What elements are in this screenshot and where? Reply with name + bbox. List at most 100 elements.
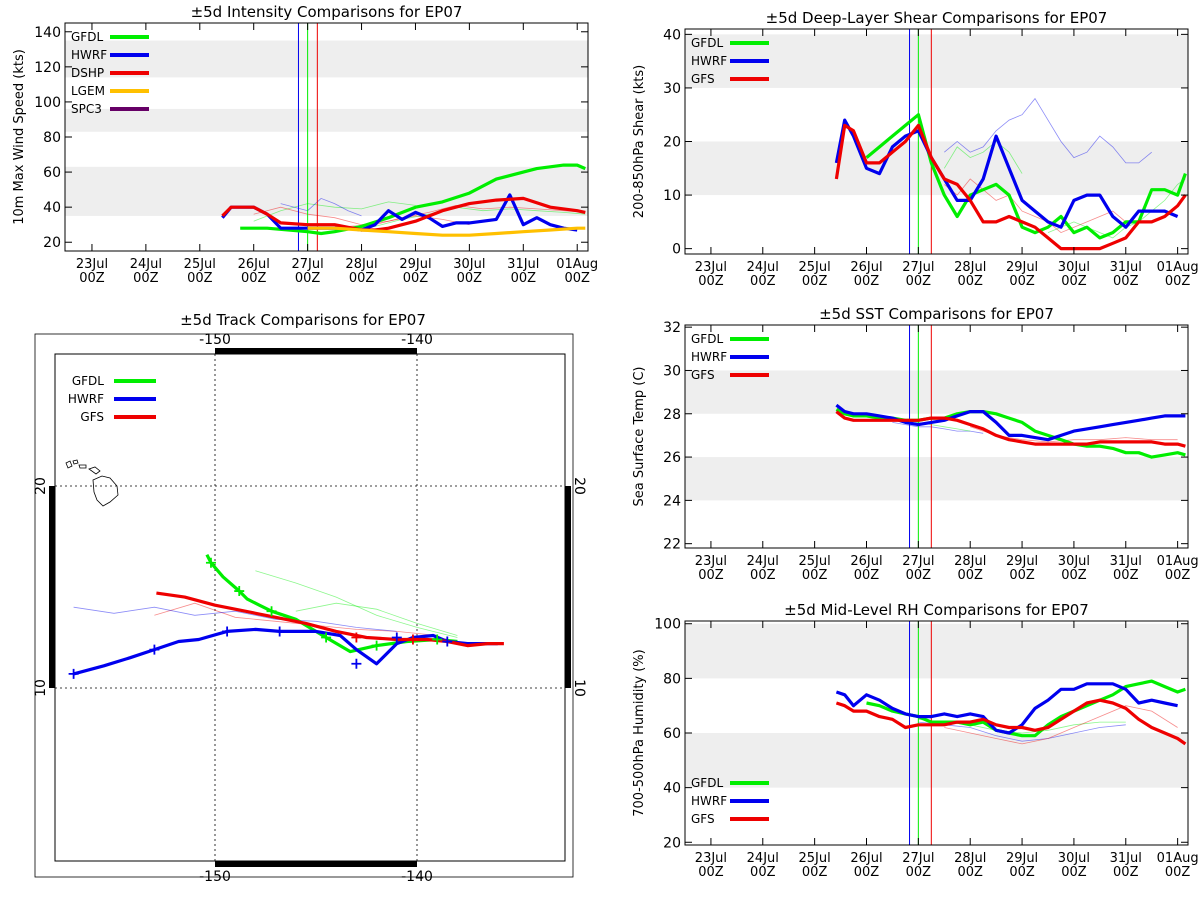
series-line-hwrf (834, 118, 1179, 229)
lat-tick-label: 10 (33, 679, 49, 697)
legend-label: GFDL (72, 374, 104, 388)
track-marker-gfdl (432, 634, 443, 645)
map-outer-frame (34, 333, 574, 878)
lon-tick-label: -150 (199, 332, 231, 348)
island-kauai (65, 460, 73, 469)
x-tick-label: 31Jul (1110, 554, 1142, 569)
x-tick-label: 24Jul (747, 260, 779, 275)
y-axis-label: Sea Surface Temp (C) (632, 366, 647, 506)
legend-label: HWRF (691, 54, 727, 68)
x-tick-label: 00Z (511, 271, 537, 286)
x-tick-label: 24Jul (747, 851, 779, 866)
track-marker-gfdl (371, 640, 382, 651)
shear-chart: ±5d Deep-Layer Shear Comparisons for EP0… (632, 9, 1199, 289)
x-tick-label: 00Z (564, 271, 590, 286)
y-tick-label: 60 (663, 726, 681, 742)
y-tick-label: 120 (34, 60, 61, 76)
x-tick-label: 01Aug (1157, 554, 1199, 569)
chart-title: ±5d Track Comparisons for EP07 (180, 311, 426, 329)
track-marker-gfs (407, 634, 418, 645)
map-frame (54, 353, 566, 862)
series-line-hwrf (835, 403, 1186, 442)
x-tick-label: 29Jul (1006, 260, 1038, 275)
x-tick-label: 00Z (802, 865, 828, 880)
lon-tick-label: -140 (401, 869, 433, 885)
island-big-island (92, 475, 119, 507)
x-tick-label: 28Jul (345, 257, 377, 272)
x-tick-label: 00Z (1113, 274, 1139, 289)
x-tick-label: 00Z (698, 274, 724, 289)
series-line-hwrf (221, 193, 578, 232)
x-tick-label: 00Z (1009, 568, 1035, 583)
y-axis-label: 700-500hPa Humidity (%) (632, 649, 647, 816)
series-line-gfs (835, 410, 1186, 448)
x-tick-label: 00Z (187, 271, 213, 286)
y-tick-label: 10 (663, 188, 681, 204)
x-tick-label: 28Jul (954, 260, 986, 275)
x-tick-label: 23Jul (695, 260, 727, 275)
y-tick-label: 140 (34, 25, 61, 41)
x-tick-label: 00Z (1165, 568, 1191, 583)
x-tick-label: 30Jul (1058, 851, 1090, 866)
track-marker-hwrf (68, 668, 79, 679)
y-tick-label: 80 (43, 130, 61, 146)
x-tick-label: 27Jul (902, 851, 934, 866)
y-tick-label: 40 (663, 781, 681, 797)
legend-label: GFS (691, 72, 715, 86)
chart-title: ±5d Deep-Layer Shear Comparisons for EP0… (766, 9, 1108, 27)
series-line-gfs (834, 123, 1187, 251)
x-tick-label: 00Z (79, 271, 105, 286)
ensemble-trace-hwrf (944, 97, 1152, 164)
x-tick-label: 00Z (1061, 274, 1087, 289)
x-tick-label: 00Z (698, 865, 724, 880)
series-line-gfs (835, 698, 1187, 746)
y-tick-label: 40 (663, 27, 681, 43)
rh-chart: ±5d Mid-Level RH Comparisons for EP07 20 4… (632, 601, 1199, 880)
lat-tick-label: 20 (571, 477, 587, 495)
x-tick-label: 31Jul (1110, 260, 1142, 275)
map-content (55, 354, 565, 861)
x-tick-label: 25Jul (799, 260, 831, 275)
track-line-gfs (156, 591, 504, 648)
x-tick-label: 30Jul (1058, 554, 1090, 569)
x-tick-label: 26Jul (850, 554, 882, 569)
y-tick-label: 80 (663, 671, 681, 687)
x-tick-label: 00Z (957, 274, 983, 289)
y-tick-label: 20 (43, 235, 61, 251)
legend-label: GFS (80, 410, 104, 424)
legend-label: HWRF (68, 392, 104, 406)
island-maui (88, 466, 101, 475)
x-tick-label: 29Jul (1006, 851, 1038, 866)
legend-label: GFDL (691, 36, 723, 50)
x-tick-label: 23Jul (695, 554, 727, 569)
x-tick-label: 31Jul (507, 257, 539, 272)
island-molokai (78, 464, 87, 469)
y-tick-label: 100 (654, 617, 681, 633)
ensemble-track-hwrf (73, 606, 397, 632)
shaded-band (65, 40, 588, 78)
series-line-gfdl (865, 113, 1187, 240)
x-tick-label: 00Z (457, 271, 483, 286)
legend-label: HWRF (71, 48, 107, 62)
map-border-block (215, 861, 417, 867)
x-tick-label: 25Jul (799, 851, 831, 866)
ensemble-trace-dshp (253, 206, 470, 226)
y-axis-label: 10m Max Wind Speed (kts) (12, 49, 27, 225)
track-marker-hwrf (274, 626, 285, 637)
ensemble-track-gfdl (255, 570, 458, 638)
series-line-gfdl (240, 163, 586, 236)
track-marker-gfdl (205, 557, 216, 568)
track-marker-gfdl (234, 586, 245, 597)
map-border-block (49, 486, 55, 688)
shaded-band (65, 166, 588, 216)
y-tick-label: 100 (34, 95, 61, 111)
map-border-block (565, 486, 571, 688)
x-tick-label: 00Z (854, 865, 880, 880)
x-tick-label: 00Z (906, 274, 932, 289)
y-tick-label: 30 (663, 81, 681, 97)
series-line-lgem (307, 226, 586, 237)
shaded-band (685, 733, 1188, 788)
x-tick-label: 00Z (1009, 274, 1035, 289)
x-tick-label: 00Z (957, 568, 983, 583)
